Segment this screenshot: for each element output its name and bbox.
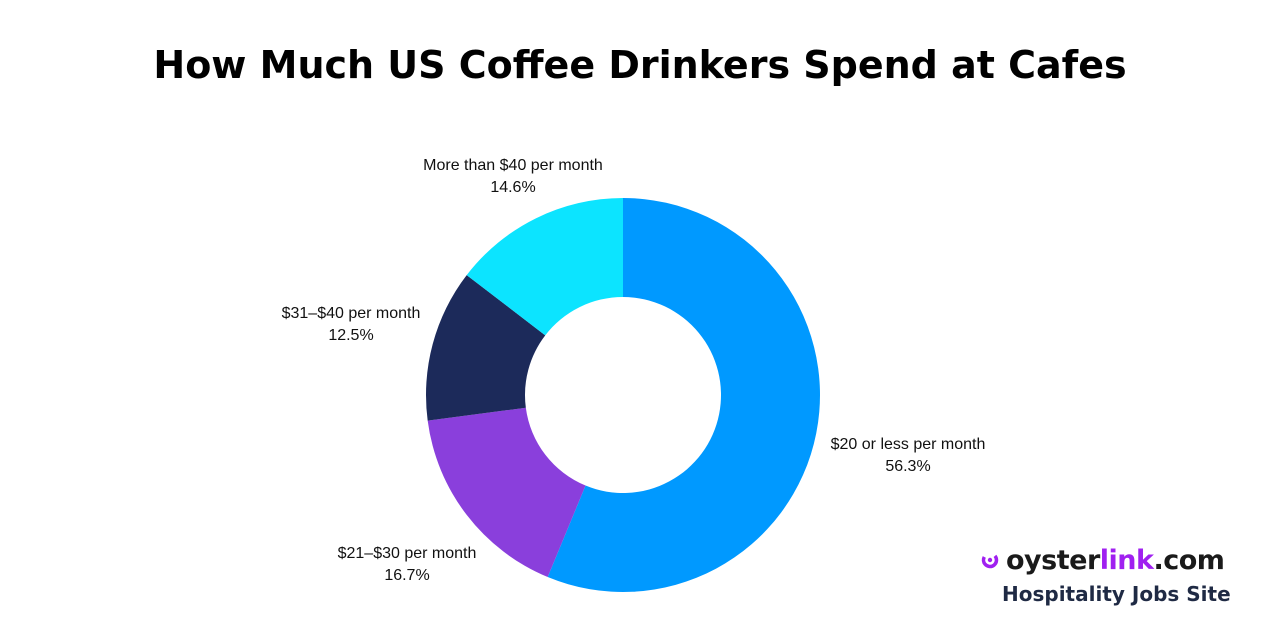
labels-group: $20 or less per month 56.3% $21–$30 per mo… [282, 157, 986, 584]
slice-value-label: 56.3% [885, 458, 930, 475]
slice-label: More than $40 per month [423, 157, 603, 174]
slice-label: $21–$30 per month [338, 545, 477, 562]
oyster-logo-icon [981, 551, 999, 569]
brand-name-domain: .com [1153, 544, 1225, 576]
brand-logo: oyster link .com Hospitality Jobs Site [980, 540, 1250, 620]
chart-title: How Much US Coffee Drinkers Spend at Caf… [153, 43, 1126, 87]
donut-slice [427, 407, 586, 578]
brand-wordmark: oyster link .com [980, 540, 1250, 580]
donut-slice [466, 198, 623, 336]
brand-name-part: oyster [1006, 544, 1100, 576]
donut-slice [547, 198, 821, 593]
slice-value-label: 16.7% [384, 567, 429, 584]
slice-value-label: 14.6% [490, 179, 535, 196]
slice-value-label: 12.5% [328, 327, 373, 344]
slices-group [426, 198, 821, 593]
brand-tagline: Hospitality Jobs Site [1002, 582, 1231, 606]
slice-label: $20 or less per month [831, 436, 986, 453]
donut-slice [426, 275, 546, 421]
brand-name-accent: link [1099, 544, 1154, 576]
slice-label: $31–$40 per month [282, 305, 421, 322]
